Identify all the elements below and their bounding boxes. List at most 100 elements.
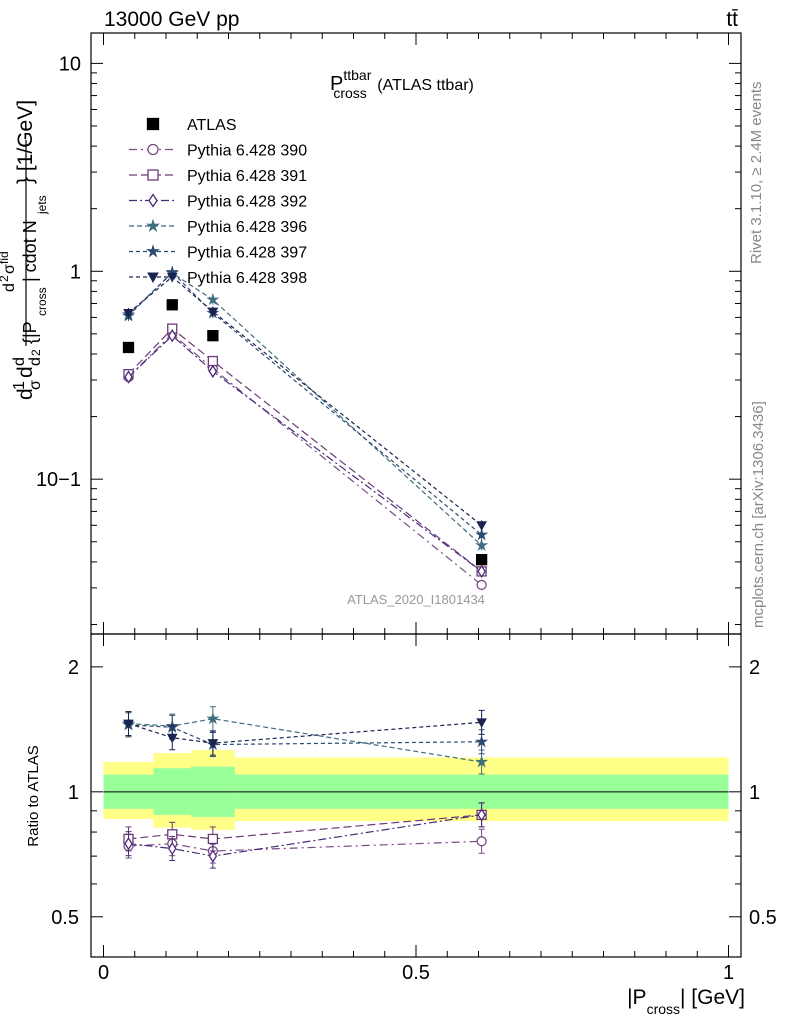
data-point bbox=[477, 564, 486, 579]
data-point bbox=[475, 554, 488, 566]
ratio-y-label: Ratio to ATLAS bbox=[25, 745, 42, 846]
ratio-y-tick-label: 0.5 bbox=[51, 907, 79, 929]
svg-text:cross: cross bbox=[35, 287, 49, 316]
data-point bbox=[475, 527, 489, 541]
ratio-series-line bbox=[128, 814, 482, 857]
ratio-y-tick-label-right: 0.5 bbox=[749, 907, 777, 929]
header-right: tt̄ bbox=[726, 8, 738, 31]
ratio-point bbox=[207, 833, 219, 845]
ratio-series-5 bbox=[123, 709, 487, 756]
data-point bbox=[208, 364, 218, 379]
legend-marker bbox=[146, 117, 160, 131]
svg-text:d: d bbox=[27, 357, 44, 366]
svg-text:d: d bbox=[11, 357, 28, 366]
header-left: 13000 GeV pp bbox=[104, 8, 239, 31]
series-line bbox=[128, 334, 482, 572]
data-point bbox=[476, 521, 487, 531]
legend-label: Pythia 6.428 390 bbox=[187, 143, 307, 160]
ratio-point bbox=[477, 808, 486, 822]
legend-label: Pythia 6.428 398 bbox=[187, 270, 307, 287]
series-1 bbox=[123, 328, 487, 591]
ratio-series-line bbox=[128, 721, 482, 744]
y-tick-label: 10−1 bbox=[36, 469, 81, 491]
data-point bbox=[207, 307, 219, 318]
x-tick-label: 1 bbox=[723, 962, 734, 984]
series-0 bbox=[122, 299, 488, 566]
legend-marker bbox=[148, 193, 158, 208]
legend-marker bbox=[147, 272, 159, 284]
ratio-panel: 2 2 1 1 0.5 0.5 0 0.5 1 bbox=[51, 633, 777, 984]
ratio-point bbox=[206, 711, 220, 725]
legend-label: ATLAS bbox=[187, 117, 237, 134]
ratio-point bbox=[476, 836, 487, 847]
analysis-watermark: ATLAS_2020_I1801434 bbox=[347, 592, 485, 607]
legend-label: Pythia 6.428 392 bbox=[187, 194, 307, 211]
legend-label: Pythia 6.428 391 bbox=[187, 168, 307, 185]
ratio-point bbox=[208, 849, 218, 863]
ratio-point bbox=[475, 734, 489, 748]
ratio-y-tick-label-right: 2 bbox=[749, 657, 760, 679]
x-axis-label: |Pcross| [GeV] bbox=[627, 986, 745, 1017]
legend-marker bbox=[146, 218, 160, 232]
svg-text:2: 2 bbox=[0, 275, 11, 282]
ratio-point bbox=[123, 719, 134, 730]
data-point bbox=[122, 341, 135, 354]
legend-marker bbox=[147, 143, 159, 156]
ratio-point bbox=[207, 739, 219, 749]
series-line bbox=[128, 276, 482, 526]
ratio-point bbox=[475, 755, 489, 768]
ratio-y-tick-label-right: 1 bbox=[749, 782, 760, 804]
data-point bbox=[476, 579, 487, 591]
rivet-side-label: Rivet 3.1.10, ≥ 2.4M events bbox=[748, 82, 765, 265]
series-line bbox=[128, 271, 483, 536]
data-point bbox=[167, 328, 177, 343]
ratio-series-line bbox=[128, 718, 482, 763]
y-tick-label: 10 bbox=[59, 53, 81, 75]
y-tick-label: 1 bbox=[70, 261, 81, 283]
plot-title: Pttbar cross (ATLAS ttbar) bbox=[330, 67, 474, 101]
svg-text:{|P: {|P bbox=[20, 321, 40, 344]
ratio-point bbox=[476, 718, 487, 728]
ratio-point bbox=[166, 733, 178, 744]
ratio-point bbox=[167, 841, 177, 856]
legend-label: Pythia 6.428 397 bbox=[187, 245, 307, 262]
series-2 bbox=[123, 323, 487, 577]
y-axis-label: d 1 σ d d d 2 {|P cross | cdot N jets d … bbox=[0, 100, 49, 400]
svg-text:1: 1 bbox=[11, 381, 28, 390]
data-point bbox=[475, 538, 489, 551]
legend: ATLAS Pythia 6.428 390 Pythia 6.428 391 Pyt… bbox=[129, 117, 307, 287]
mcplots-side-label: mcplots.cern.ch [arXiv:1306.3436] bbox=[750, 401, 767, 628]
svg-text:2: 2 bbox=[29, 349, 43, 356]
ratio-series-4 bbox=[122, 712, 489, 758]
legend-marker bbox=[146, 244, 160, 258]
legend-label: Pythia 6.428 396 bbox=[187, 219, 307, 236]
data-point bbox=[207, 330, 219, 342]
legend-marker bbox=[147, 169, 159, 181]
data-point bbox=[124, 370, 133, 384]
data-point bbox=[123, 308, 134, 319]
main-panel: 10 1 10−1 bbox=[36, 32, 742, 635]
x-tick-label: 0 bbox=[98, 962, 109, 984]
svg-text:fid: fid bbox=[0, 251, 11, 264]
ratio-series-2 bbox=[124, 802, 486, 869]
data-point bbox=[207, 355, 219, 367]
ratio-series-0 bbox=[123, 828, 487, 864]
series-6 bbox=[123, 271, 487, 531]
svg-text:d: d bbox=[14, 388, 37, 400]
series-3 bbox=[124, 328, 486, 579]
svg-text:d: d bbox=[1, 283, 18, 292]
svg-text:σ: σ bbox=[27, 380, 44, 390]
ratio-point bbox=[124, 836, 133, 851]
data-point bbox=[206, 292, 220, 306]
ratio-series-line bbox=[128, 814, 482, 840]
svg-text:| cdot N: | cdot N bbox=[20, 220, 40, 282]
data-point bbox=[166, 299, 178, 311]
ratio-series-line bbox=[128, 724, 482, 746]
series-line bbox=[128, 272, 483, 546]
series-line bbox=[128, 333, 483, 586]
svg-text:σ: σ bbox=[1, 264, 18, 274]
svg-text:d: d bbox=[14, 366, 37, 378]
ratio-y-tick-label: 2 bbox=[68, 657, 79, 679]
series-line bbox=[128, 327, 482, 572]
